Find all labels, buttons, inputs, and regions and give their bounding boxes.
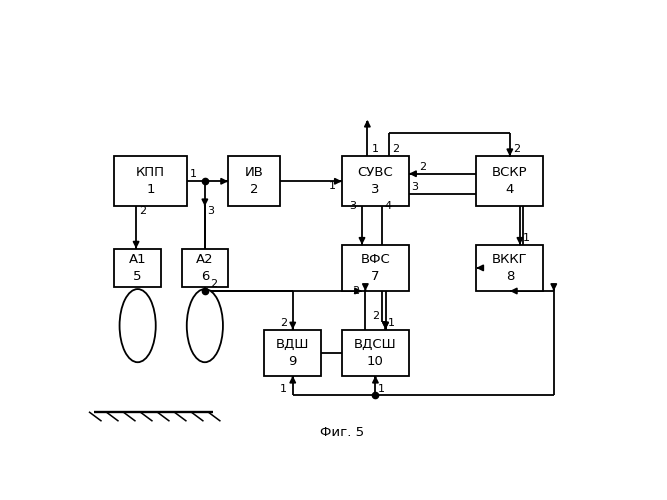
Text: А1
5: А1 5 (129, 253, 147, 283)
Bar (342, 245, 409, 291)
Text: 2: 2 (139, 206, 146, 216)
Text: 1: 1 (189, 169, 196, 179)
Bar (342, 156, 409, 206)
Bar (476, 156, 544, 206)
Text: 1: 1 (388, 318, 395, 328)
Text: 1: 1 (329, 181, 336, 191)
Bar (228, 156, 280, 206)
Text: 3: 3 (207, 206, 214, 216)
Bar (181, 248, 228, 287)
Text: 2: 2 (392, 144, 399, 154)
Text: 2: 2 (352, 286, 360, 296)
Text: ВФС
7: ВФС 7 (361, 253, 390, 283)
Text: 2: 2 (373, 310, 380, 320)
Text: КПП
1: КПП 1 (136, 166, 165, 196)
Text: 4: 4 (384, 201, 392, 211)
Text: СУВС
3: СУВС 3 (358, 166, 394, 196)
Ellipse shape (119, 289, 156, 362)
Text: 2: 2 (280, 318, 287, 328)
Text: 3: 3 (412, 182, 419, 192)
Text: ВККГ
8: ВККГ 8 (492, 253, 528, 283)
Bar (476, 245, 544, 291)
Text: ВДСШ
10: ВДСШ 10 (354, 338, 397, 368)
Text: 3: 3 (349, 201, 356, 211)
Bar (115, 156, 187, 206)
Bar (115, 248, 161, 287)
Text: 1: 1 (372, 144, 378, 154)
Text: 2: 2 (211, 279, 217, 289)
Bar (264, 330, 321, 376)
Bar (342, 330, 409, 376)
Text: 1: 1 (280, 384, 287, 394)
Text: 2: 2 (513, 144, 520, 154)
Text: 2: 2 (420, 162, 426, 172)
Text: ВСКР
4: ВСКР 4 (492, 166, 528, 196)
Text: ИВ
2: ИВ 2 (245, 166, 263, 196)
Text: ВДШ
9: ВДШ 9 (276, 338, 309, 368)
Text: Фиг. 5: Фиг. 5 (319, 426, 364, 439)
Ellipse shape (187, 289, 223, 362)
Text: 1: 1 (378, 384, 385, 394)
Text: 1: 1 (522, 233, 530, 243)
Text: А2
6: А2 6 (196, 253, 213, 283)
